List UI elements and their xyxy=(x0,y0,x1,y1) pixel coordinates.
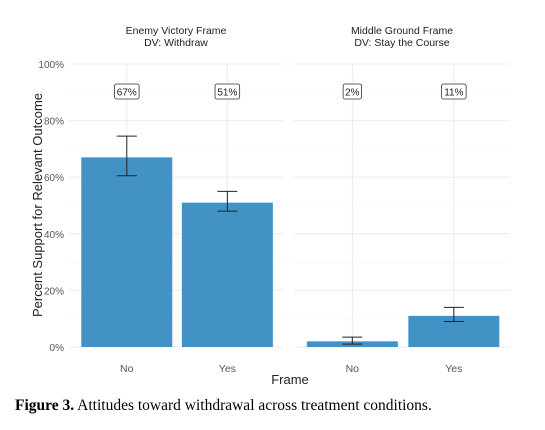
y-tick-label: 100% xyxy=(38,60,64,71)
y-tick-label: 40% xyxy=(44,230,64,241)
y-tick-label: 0% xyxy=(50,343,65,354)
panel-subtitle: DV: Withdraw xyxy=(144,37,208,49)
panel-subtitle: DV: Stay the Course xyxy=(354,37,449,49)
caption-text: Attitudes toward withdrawal across treat… xyxy=(74,397,432,414)
bars xyxy=(81,135,500,347)
x-tick-label: No xyxy=(120,363,134,375)
value-label-box xyxy=(342,83,362,100)
y-axis-title: Percent Support for Relevant Outcome xyxy=(30,93,45,317)
panel-title: Enemy Victory Frame xyxy=(126,25,227,37)
y-tick-label: 60% xyxy=(44,173,64,184)
x-axis-title: Frame xyxy=(271,372,309,387)
value-label: 2% xyxy=(345,88,360,99)
y-tick-label: 20% xyxy=(44,286,64,297)
y-tick-label: 80% xyxy=(44,117,64,128)
value-label-box xyxy=(214,83,241,100)
bar xyxy=(81,157,173,347)
value-label: 67% xyxy=(117,88,137,99)
value-label: 11% xyxy=(444,88,463,99)
value-label: 51% xyxy=(217,88,237,99)
value-label-box xyxy=(114,83,140,100)
x-tick-label: Yes xyxy=(219,363,236,375)
bar-chart: 67% 51% 2% 11% 0% 20% 40% 60% 80% 100% Enemy Vict… xyxy=(30,25,510,387)
caption-label: Figure 3. xyxy=(15,397,75,414)
value-label-box xyxy=(441,83,467,100)
value-labels: 67% 51% 2% 11% xyxy=(114,83,467,100)
axes: 0%20%40%60%80%100%Enemy Victory FrameDV:… xyxy=(38,25,462,375)
panel-title: Middle Ground Frame xyxy=(351,25,453,37)
x-tick-label: No xyxy=(346,363,360,375)
x-tick-label: Yes xyxy=(445,363,462,375)
bar xyxy=(181,202,273,347)
figure-caption: Figure 3. Attitudes toward withdrawal ac… xyxy=(15,397,535,415)
